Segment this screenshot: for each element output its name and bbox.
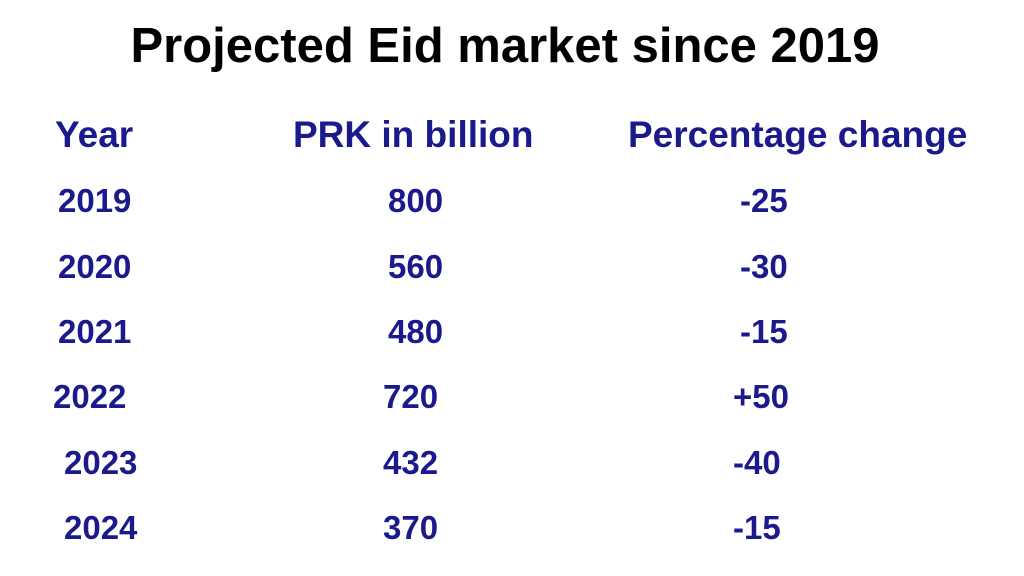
prk-cell: 560	[388, 248, 444, 285]
prk-cell: 432	[383, 444, 439, 481]
percentage-cell: -15	[740, 313, 788, 350]
table-title: Projected Eid market since 2019	[130, 19, 880, 73]
year-cell: 2023	[64, 444, 138, 481]
prk-cell: 370	[383, 509, 439, 546]
year-cell: 2024	[64, 509, 138, 546]
percentage-cell: -30	[740, 248, 788, 285]
header-year: Year	[55, 114, 134, 155]
header-prk: PRK in billion	[293, 114, 534, 155]
percentage-cell: -15	[733, 509, 781, 546]
percentage-cell: -40	[733, 444, 781, 481]
prk-cell: 800	[388, 182, 444, 219]
prk-cell: 480	[388, 313, 444, 350]
year-cell: 2022	[53, 378, 127, 415]
percentage-cell: +50	[733, 378, 789, 415]
percentage-cell: -25	[740, 182, 788, 219]
year-cell: 2020	[58, 248, 132, 285]
year-cell: 2021	[58, 313, 132, 350]
year-cell: 2019	[58, 182, 132, 219]
header-percentage-change: Percentage change	[628, 114, 968, 155]
prk-cell: 720	[383, 378, 439, 415]
